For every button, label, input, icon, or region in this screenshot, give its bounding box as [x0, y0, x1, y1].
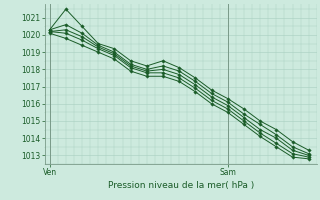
X-axis label: Pression niveau de la mer( hPa ): Pression niveau de la mer( hPa ): [108, 181, 254, 190]
